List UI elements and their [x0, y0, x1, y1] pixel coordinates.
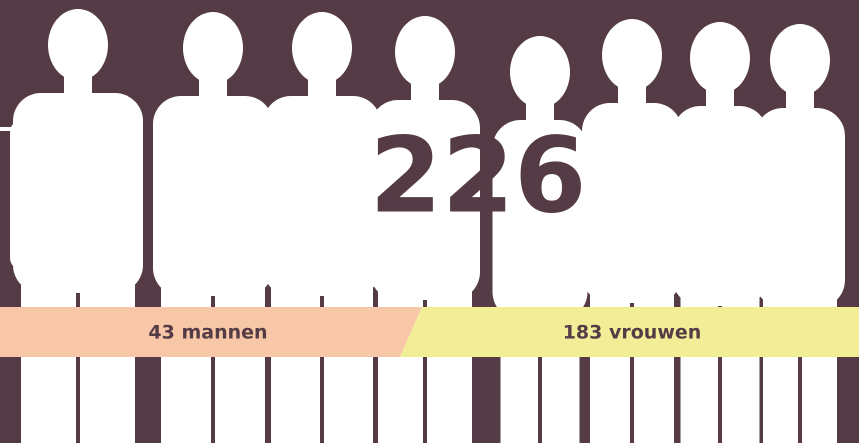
silhouette-part [501, 272, 539, 443]
total-count: 226 [369, 114, 586, 236]
men-label: 43 mannen [148, 322, 267, 344]
women-label: 183 vrouwen [563, 322, 702, 344]
page: 43 mannen 183 vrouwen 226 (() => { const… [0, 0, 859, 443]
silhouette-part [542, 272, 580, 443]
silhouette-part [10, 120, 38, 270]
infographic: 43 mannen 183 vrouwen 226 [0, 0, 859, 443]
